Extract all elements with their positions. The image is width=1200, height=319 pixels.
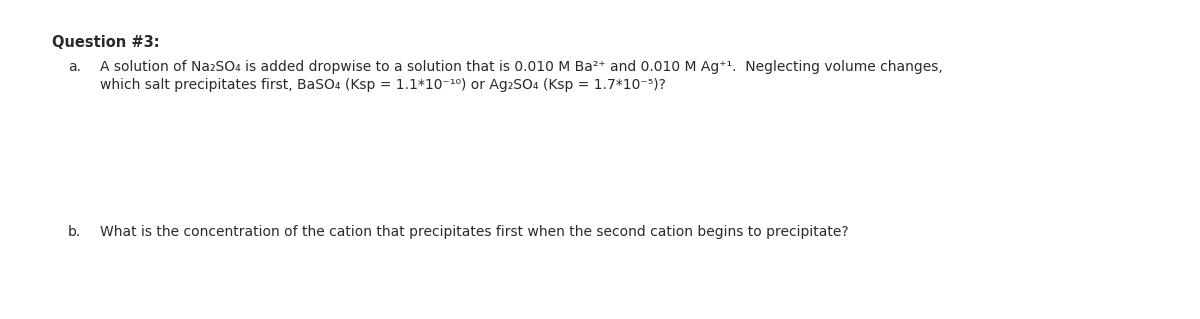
Text: which salt precipitates first, BaSO₄ (Ksp = 1.1*10⁻¹⁰) or Ag₂SO₄ (Ksp = 1.7*10⁻⁵: which salt precipitates first, BaSO₄ (Ks… [100, 78, 666, 92]
Text: a.: a. [68, 60, 82, 74]
Text: A solution of Na₂SO₄ is added dropwise to a solution that is 0.010 M Ba²⁺ and 0.: A solution of Na₂SO₄ is added dropwise t… [100, 60, 943, 74]
Text: b.: b. [68, 225, 82, 239]
Text: Question #3:: Question #3: [52, 35, 160, 50]
Text: What is the concentration of the cation that precipitates first when the second : What is the concentration of the cation … [100, 225, 848, 239]
